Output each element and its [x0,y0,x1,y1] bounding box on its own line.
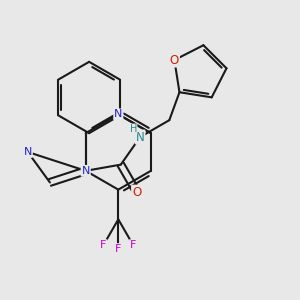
Text: N: N [82,166,90,176]
Text: F: F [100,240,106,250]
Text: H: H [130,124,137,134]
Text: O: O [132,186,141,199]
Text: O: O [170,53,179,67]
Text: N: N [136,130,145,143]
Text: N: N [24,147,32,157]
Text: N: N [114,109,122,119]
Text: F: F [115,244,122,254]
Text: F: F [130,240,136,250]
